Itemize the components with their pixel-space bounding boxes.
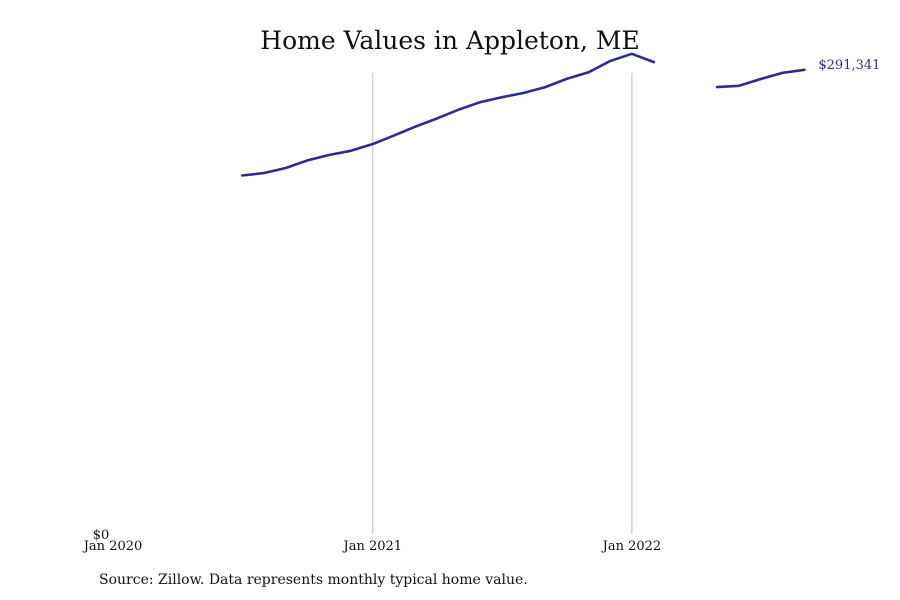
data-point <box>781 72 784 75</box>
x-tick-label: Jan 2022 <box>601 539 662 554</box>
data-point <box>306 159 309 162</box>
data-point <box>479 101 482 104</box>
grid-layer <box>372 73 633 534</box>
data-point <box>653 61 656 64</box>
data-point <box>738 85 741 88</box>
data-point <box>631 53 634 56</box>
series-line <box>715 68 806 89</box>
data-point <box>609 60 612 63</box>
data-point <box>328 154 331 157</box>
data-point <box>457 109 460 112</box>
data-point <box>587 71 590 74</box>
source-note: Source: Zillow. Data represents monthly … <box>99 572 528 588</box>
data-point <box>285 167 288 170</box>
data-point <box>435 117 438 120</box>
x-tick-label: Jan 2020 <box>82 539 143 554</box>
data-point <box>803 69 806 72</box>
data-point <box>565 78 568 81</box>
line-layer <box>240 52 806 177</box>
chart-title: Home Values in Appleton, ME <box>260 26 640 55</box>
data-point <box>500 96 503 99</box>
data-point <box>263 172 266 175</box>
data-point <box>716 86 719 89</box>
data-point <box>759 78 762 81</box>
series-line <box>240 52 656 177</box>
data-point <box>372 143 375 146</box>
data-point <box>241 174 244 177</box>
data-point <box>522 92 525 95</box>
data-point <box>350 150 353 153</box>
tick-layer: Jan 2020 Jan 2021 Jan 2022 $0 <box>82 528 661 554</box>
last-value-label: $291,341 <box>818 58 880 73</box>
data-point <box>413 126 416 129</box>
y-tick-label: $0 <box>93 528 110 543</box>
data-point <box>544 86 547 89</box>
x-tick-label: Jan 2021 <box>342 539 403 554</box>
data-point <box>394 134 397 137</box>
